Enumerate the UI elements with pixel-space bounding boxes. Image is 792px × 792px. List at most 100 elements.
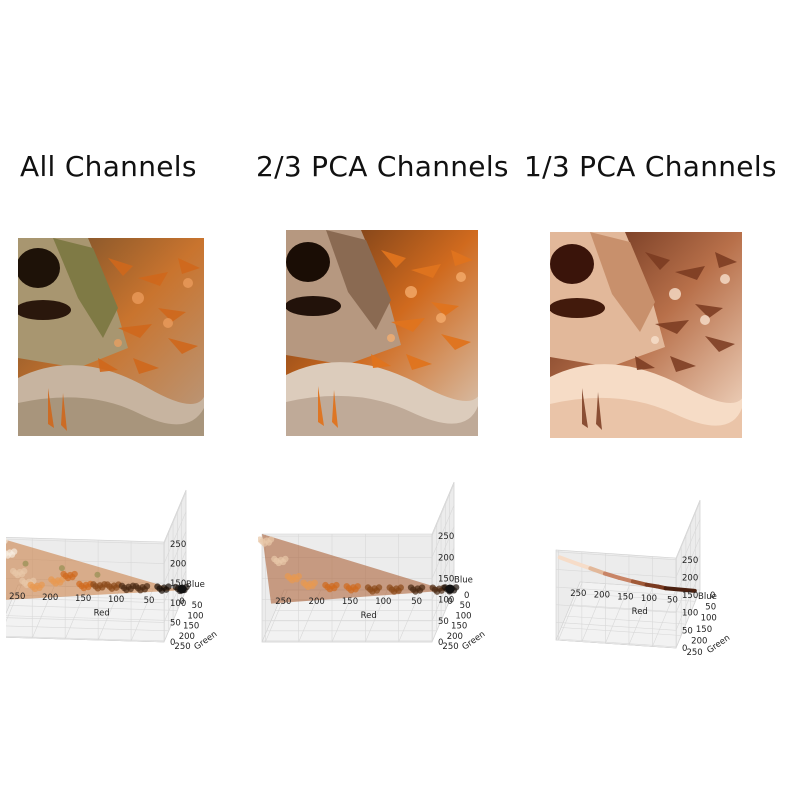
grid-line <box>675 501 701 560</box>
z-tick-label: 50 <box>682 626 693 636</box>
series-line-segment <box>602 571 622 580</box>
grid-line <box>558 582 583 641</box>
grid-line <box>555 569 677 578</box>
x-axis-label: Red <box>632 607 648 617</box>
y-tick-label: 250 <box>686 648 702 658</box>
grid-line <box>675 536 701 596</box>
x-tick-label: 100 <box>375 597 391 607</box>
scatter-point <box>143 582 151 590</box>
scatter-point <box>10 548 18 555</box>
x-axis-label: Red <box>94 608 110 618</box>
x-tick-label: 200 <box>42 593 58 603</box>
scatter-point <box>177 584 187 594</box>
grid-line <box>431 505 455 558</box>
y-tick-label: 150 <box>696 625 712 635</box>
grid-line <box>163 550 187 603</box>
grid-line <box>331 589 355 643</box>
z-tick-label: 250 <box>682 556 698 566</box>
grid-line <box>675 519 701 578</box>
x-tick-label: 50 <box>144 596 155 606</box>
scatter-point <box>375 584 383 591</box>
z-axis-label: Blue <box>698 592 717 602</box>
series-line-segment <box>630 579 649 587</box>
column-title-two-thirds-pca: 2/3 PCA Channels <box>256 150 509 183</box>
y-tick-label: 50 <box>192 601 203 611</box>
scatter-point <box>311 579 318 587</box>
z-tick-label: 0 <box>682 644 687 654</box>
y-tick-label: 150 <box>183 622 199 632</box>
z-tick-label: 0 <box>438 638 443 648</box>
scatter-point <box>94 571 101 578</box>
x-tick-label: 50 <box>411 597 422 607</box>
grid-line <box>431 568 455 621</box>
x-tick-label: 250 <box>9 592 25 602</box>
z-tick-label: 200 <box>682 573 698 583</box>
scatter-point <box>38 581 45 589</box>
x-tick-label: 0 <box>179 597 184 607</box>
series-line-segment <box>617 575 635 584</box>
y-tick-label: 250 <box>174 642 190 652</box>
grid-line <box>6 615 174 621</box>
z-tick-label: 100 <box>170 599 186 609</box>
grid-line <box>130 588 154 642</box>
y-tick-label: 100 <box>187 611 203 621</box>
z-axis-label: Blue <box>454 575 473 585</box>
grid-line <box>605 585 630 644</box>
grid-line <box>6 538 165 545</box>
grid-line <box>163 570 187 623</box>
scatter-point <box>71 570 78 578</box>
grid-line <box>6 636 165 643</box>
grid-line <box>570 604 691 614</box>
scatter-point <box>267 536 275 543</box>
x-tick-label: 150 <box>342 597 358 607</box>
grid-line <box>581 583 607 642</box>
y-tick-label: 200 <box>691 636 707 646</box>
grid-line <box>575 593 696 602</box>
z-tick-label: 100 <box>438 596 454 606</box>
scatter-point <box>333 581 340 589</box>
scatter-point <box>445 584 455 594</box>
scatter-point <box>295 573 302 580</box>
grid-line <box>6 635 165 642</box>
x-axis-label: Red <box>361 611 377 621</box>
z-tick-label: 150 <box>170 579 186 589</box>
z-tick-label: 250 <box>170 540 186 550</box>
scatter-point <box>354 583 361 590</box>
column-title-one-third-pca: 1/3 PCA Channels <box>524 150 777 183</box>
scatter-point <box>452 584 460 591</box>
grid-line <box>555 586 677 596</box>
y-axis-label: Green <box>192 629 219 652</box>
series-line-segment <box>557 555 578 566</box>
grid-line <box>555 622 677 631</box>
scatter3d-two-thirds-pca: 250 200 150 100 50 0 250 200 150 100 50 0 250 200 150 1… <box>258 470 508 670</box>
grid-line <box>163 589 187 643</box>
x-tick-label: 50 <box>667 595 678 605</box>
scatter-point <box>22 560 29 567</box>
y-tick-label: 200 <box>179 632 195 642</box>
grid-line <box>163 531 187 584</box>
x-tick-label: 0 <box>447 597 452 607</box>
scatter-point <box>397 584 404 591</box>
x-tick-label: 100 <box>108 595 124 605</box>
x-tick-label: 200 <box>594 591 610 601</box>
y-axis-label: Green <box>460 629 487 652</box>
grid-line <box>431 589 455 643</box>
x-tick-label: 150 <box>75 594 91 604</box>
scatter-point <box>21 567 28 575</box>
z-tick-label: 0 <box>170 638 175 648</box>
z-tick-label: 50 <box>170 618 181 628</box>
grid-line <box>9 605 178 611</box>
scatter3d-all-channels: 250 200 150 100 50 0 250 200 150 100 50 250 200 150 10… <box>6 470 256 670</box>
z-tick-label: 150 <box>438 574 454 584</box>
y-tick-label: 250 <box>442 642 458 652</box>
x-tick-label: 100 <box>641 594 657 604</box>
z-tick-label: 50 <box>438 617 449 627</box>
z-tick-label: 100 <box>682 609 698 619</box>
x-tick-label: 150 <box>617 592 633 602</box>
grid-line <box>555 551 677 561</box>
grid-line <box>431 484 455 537</box>
grid-line <box>675 572 701 631</box>
grid-line <box>365 589 388 643</box>
grid-line <box>675 554 701 613</box>
column-title-all-channels: All Channels <box>20 150 197 183</box>
